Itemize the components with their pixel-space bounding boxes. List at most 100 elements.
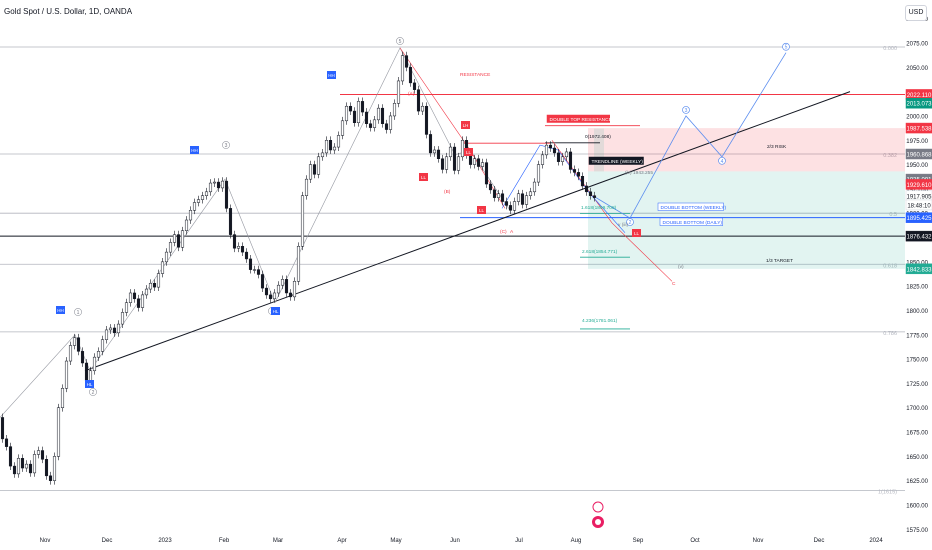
x-tick-4: Mar: [273, 538, 283, 544]
candle-body: [548, 144, 553, 149]
candle-body: [332, 146, 337, 151]
y-tick-16: 1700.00: [906, 406, 928, 412]
candle-body: [12, 465, 17, 475]
candle-body: [552, 147, 557, 154]
candle-body: [52, 456, 57, 481]
annotation-9: 2.618(1854.771): [582, 249, 618, 255]
candle-body: [104, 329, 109, 340]
candle-body: [376, 107, 381, 121]
annotation-11: 4.236(1781.061): [582, 318, 618, 324]
candle-body: [308, 164, 313, 180]
currency-button[interactable]: USD: [905, 5, 927, 21]
candle-body: [64, 360, 69, 389]
candle-body: [224, 180, 229, 209]
y-tick-20: 1600.00: [906, 504, 928, 510]
y-tick-13: 1775.00: [906, 333, 928, 339]
annotation-15: (C): [500, 229, 507, 235]
x-tick-7: Jun: [450, 538, 460, 544]
wave-projection: 2 3 4 5: [595, 42, 790, 226]
projection-wave-marker-3: [718, 156, 726, 165]
candle-body: [428, 134, 433, 154]
candle-body: [164, 251, 169, 263]
candle-body: [44, 459, 49, 477]
fib-label-2: 0.5: [889, 212, 897, 218]
y-tick-11: 1825.00: [906, 285, 928, 291]
x-tick-11: Oct: [690, 538, 700, 544]
price-label-text-6: 1917.905: [906, 194, 932, 200]
price-label-text-9: 1876.432: [906, 235, 932, 241]
fib-label-0: 0.000: [883, 46, 897, 52]
candle-body: [172, 234, 177, 243]
annotation-22: 1: [77, 310, 80, 316]
badge-label-0: HH: [328, 73, 335, 78]
price-label-text-0: 2022.110: [907, 93, 932, 99]
candle-body: [80, 351, 85, 364]
y-tick-17: 1675.00: [906, 431, 928, 437]
candle-body: [432, 149, 437, 154]
badge-label-3: HL: [87, 382, 93, 387]
candle-body: [556, 152, 561, 162]
symbol-title[interactable]: Gold Spot / U.S. Dollar, 1D, OANDA: [4, 7, 133, 16]
candle-body: [388, 115, 393, 130]
y-tick-2: 2050.00: [906, 66, 928, 72]
candle-body: [500, 193, 505, 202]
price-label-5: [905, 179, 932, 190]
candle-body: [108, 327, 113, 331]
candle-body: [528, 191, 533, 196]
candle-body: [156, 273, 161, 288]
candle-body: [36, 450, 41, 455]
candle-body: [280, 279, 285, 286]
annotation-7: DOUBLE BOTTOM (DAILY): [663, 220, 723, 226]
candle-body: [504, 201, 509, 206]
x-tick-13: Dec: [814, 538, 825, 544]
weekly-trendline: [84, 91, 851, 372]
annotation-bg-3: [588, 156, 644, 165]
candle-body: [40, 450, 45, 460]
annotation-23: 2: [92, 390, 95, 396]
candle-body: [580, 176, 585, 187]
candle-body: [352, 110, 357, 124]
annotation-6: DOUBLE BOTTOM (WEEKLY): [661, 205, 727, 211]
annotation-0: RESISTANCE: [460, 72, 490, 78]
candle-body: [408, 67, 413, 84]
candle-body: [364, 111, 369, 124]
price-axis[interactable]: 2100.002075.002050.002025.002000.001975.…: [905, 17, 932, 534]
candle-body: [240, 246, 245, 253]
x-tick-10: Sep: [633, 538, 644, 544]
candle-body: [28, 463, 33, 474]
candle-body: [160, 261, 165, 274]
candle-body: [216, 181, 221, 189]
candle-body: [168, 242, 173, 253]
fib-label-3: 0.618: [883, 263, 897, 269]
candle-body: [524, 195, 529, 205]
candle-body: [288, 292, 293, 298]
annotation-18: B: [555, 114, 558, 120]
price-label-8: [905, 212, 932, 223]
candle-body: [132, 292, 137, 300]
x-tick-8: Jul: [515, 538, 523, 544]
annotation-1: DOUBLE TOP RESISTANCE: [550, 117, 612, 123]
event-markers[interactable]: [592, 501, 604, 528]
projection-wave-marker-4: [782, 42, 790, 51]
candle-body: [152, 282, 157, 288]
candle-body: [264, 287, 269, 296]
candle-body: [256, 269, 261, 275]
price-label-1: [905, 97, 932, 109]
candle-body: [100, 339, 105, 352]
time-axis[interactable]: Nov Dec 2023 Feb Mar Apr May Jun Jul Aug Sep Oct Nov…: [40, 538, 884, 544]
candle-body: [356, 101, 361, 124]
candle-body: [320, 152, 325, 158]
candle-body: [120, 312, 125, 325]
target-zone: [588, 171, 905, 269]
candle-body: [304, 178, 309, 196]
badge-label-6: LL: [421, 175, 427, 180]
annotation-17: A: [510, 229, 514, 235]
badge-4: [271, 307, 280, 315]
candle-body: [488, 183, 493, 191]
projection-wave-marker-1: [626, 218, 634, 226]
price-label-text-8: 1895.425: [906, 216, 932, 222]
risk-reward-zones: [588, 128, 905, 269]
price-label-2: [905, 122, 932, 134]
annotation-3: TRENDLINE (WEEKLY): [592, 159, 644, 165]
